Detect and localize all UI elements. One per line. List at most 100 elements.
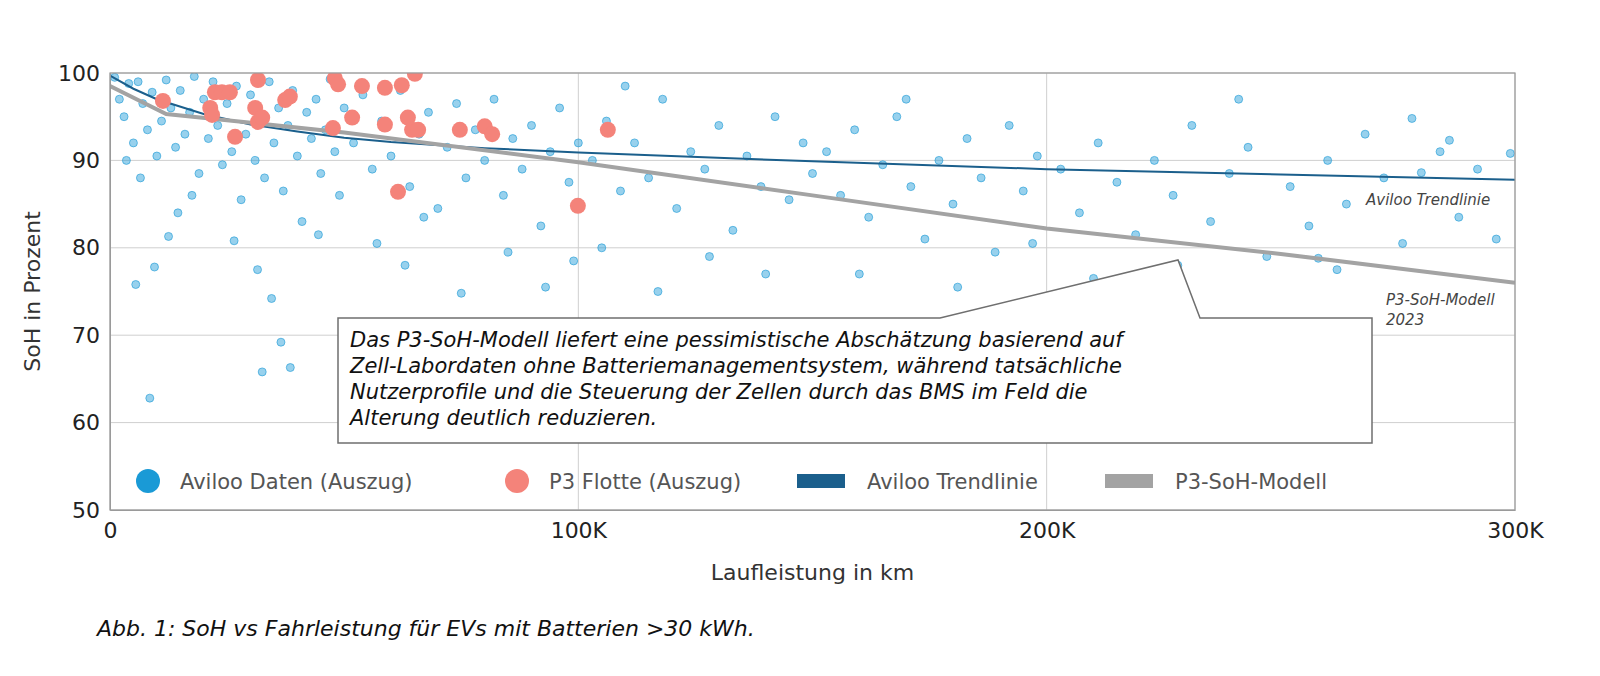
plot-background [110, 73, 1515, 510]
line-label: P3-SoH-Modell [1386, 291, 1495, 309]
data-point [317, 170, 325, 178]
callout-box [338, 260, 1372, 443]
data-point [598, 244, 606, 252]
data-point [268, 294, 276, 302]
callout-text: Das P3-SoH-Modell liefert eine pessimist… [350, 328, 1126, 352]
y-grid-line [110, 247, 1515, 248]
data-point [350, 139, 358, 147]
y-tick: 70 [72, 323, 110, 348]
data-point [258, 368, 266, 376]
fleet-point [407, 73, 423, 82]
data-point [1361, 130, 1369, 138]
data-point [134, 78, 142, 86]
data-point [935, 156, 943, 164]
data-point [136, 174, 144, 182]
data-point [158, 117, 166, 125]
x-tick-label: 200K [1019, 518, 1076, 543]
data-point [420, 213, 428, 221]
x-tick: 100K [551, 510, 608, 543]
fleet-point [227, 129, 243, 145]
data-point [368, 165, 376, 173]
x-tick-label: 0 [104, 518, 118, 543]
legend-label: Aviloo Daten (Auszug) [180, 470, 412, 494]
data-point [1506, 149, 1514, 157]
y-tick: 80 [72, 235, 110, 260]
fleet-point [204, 107, 220, 123]
fleet-point [390, 184, 406, 200]
data-point [565, 178, 573, 186]
y-tick-label: 90 [72, 148, 100, 173]
data-point [1207, 218, 1215, 226]
scatter-series [155, 73, 616, 214]
data-point [823, 148, 831, 156]
data-point [1169, 191, 1177, 199]
data-point [279, 187, 287, 195]
data-point [1408, 114, 1416, 122]
data-point [729, 226, 737, 234]
legend-label: P3-SoH-Modell [1175, 470, 1327, 494]
data-point [195, 170, 203, 178]
line-label: 2023 [1386, 311, 1424, 329]
y-tick: 100 [58, 61, 110, 86]
fleet-point [354, 78, 370, 94]
data-point [490, 95, 498, 103]
x-tick-label: 100K [551, 518, 608, 543]
data-point [204, 135, 212, 143]
x-axis: 0100K200K300K [104, 510, 1545, 543]
data-point [631, 139, 639, 147]
y-axis-title: SoH in Prozent [20, 211, 45, 372]
data-point [265, 78, 273, 86]
fleet-point [250, 73, 266, 88]
data-point [1005, 121, 1013, 129]
legend-swatch [505, 469, 529, 493]
data-point [621, 82, 629, 90]
data-point [406, 183, 414, 191]
data-point [673, 204, 681, 212]
data-point [542, 283, 550, 291]
x-tick: 0 [104, 510, 118, 543]
legend-label: P3 Flotte (Auszug) [549, 470, 741, 494]
y-tick: 50 [72, 498, 110, 523]
data-point [401, 261, 409, 269]
data-point [762, 270, 770, 278]
fleet-point [344, 110, 360, 126]
trend-line [110, 86, 1515, 283]
data-point [1244, 143, 1252, 151]
y-tick-label: 50 [72, 498, 100, 523]
data-point [1445, 136, 1453, 144]
data-point [132, 281, 140, 289]
fleet-point [254, 110, 270, 126]
data-point [1113, 178, 1121, 186]
data-point [1380, 174, 1388, 182]
data-point [331, 148, 339, 156]
data-point [1324, 156, 1332, 164]
fleet-point [282, 89, 298, 105]
callout-text: Nutzerprofile und die Steuerung der Zell… [350, 380, 1087, 404]
data-point [879, 161, 887, 169]
fleet-point [452, 122, 468, 138]
fleet-point [377, 80, 393, 96]
scatter-layer-front [155, 73, 616, 214]
data-point [373, 239, 381, 247]
data-point [286, 364, 294, 372]
x-tick: 200K [1019, 510, 1076, 543]
legend-item: Aviloo Trendlinie [797, 470, 1038, 494]
data-point [340, 104, 348, 112]
legend-item: P3 Flotte (Auszug) [505, 469, 741, 494]
data-point [1455, 213, 1463, 221]
x-axis-line [111, 510, 1516, 511]
data-point [1286, 183, 1294, 191]
fleet-point [377, 117, 393, 133]
data-point [855, 270, 863, 278]
data-point [174, 209, 182, 217]
legend-label: Aviloo Trendlinie [867, 470, 1038, 494]
data-point [298, 218, 306, 226]
data-point [1333, 266, 1341, 274]
data-point [851, 126, 859, 134]
y-tick: 90 [72, 148, 110, 173]
data-point [504, 248, 512, 256]
data-point [270, 139, 278, 147]
data-point [261, 174, 269, 182]
data-point [1188, 121, 1196, 129]
y-tick-label: 60 [72, 410, 100, 435]
